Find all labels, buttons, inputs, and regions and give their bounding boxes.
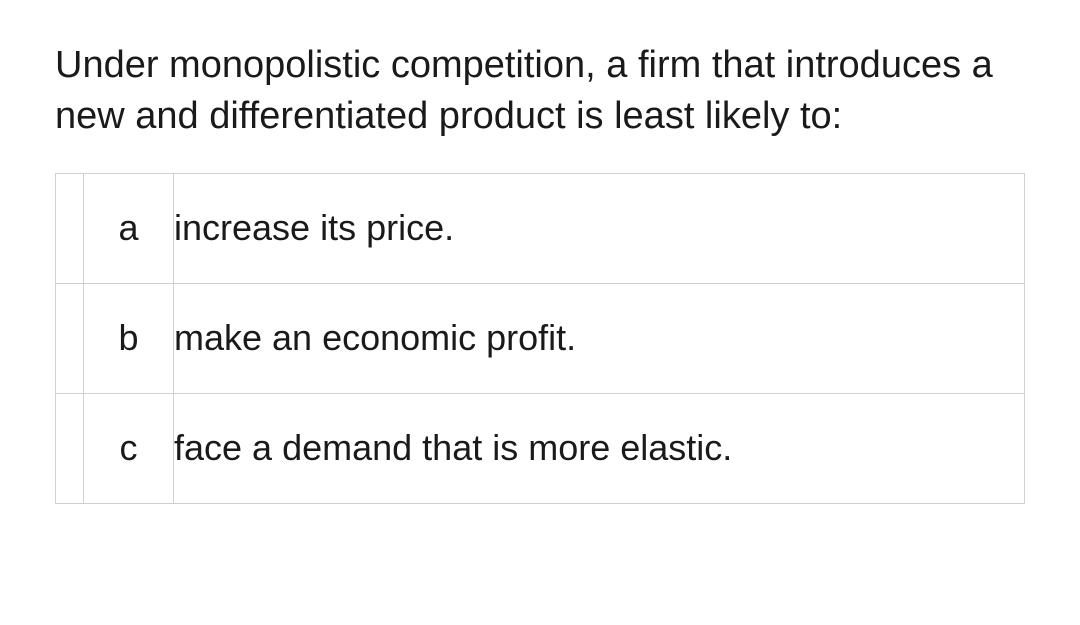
question-prompt: Under monopolistic competition, a firm t… xyxy=(55,40,1025,143)
options-table: a increase its price. b make an economic… xyxy=(55,173,1025,504)
option-row[interactable]: c face a demand that is more elastic. xyxy=(56,393,1025,503)
option-text: face a demand that is more elastic. xyxy=(174,393,1025,503)
option-letter: a xyxy=(84,173,174,283)
option-text: make an economic profit. xyxy=(174,283,1025,393)
option-spacer xyxy=(56,393,84,503)
option-spacer xyxy=(56,173,84,283)
option-row[interactable]: a increase its price. xyxy=(56,173,1025,283)
option-letter: b xyxy=(84,283,174,393)
option-letter: c xyxy=(84,393,174,503)
option-text: increase its price. xyxy=(174,173,1025,283)
option-spacer xyxy=(56,283,84,393)
option-row[interactable]: b make an economic profit. xyxy=(56,283,1025,393)
